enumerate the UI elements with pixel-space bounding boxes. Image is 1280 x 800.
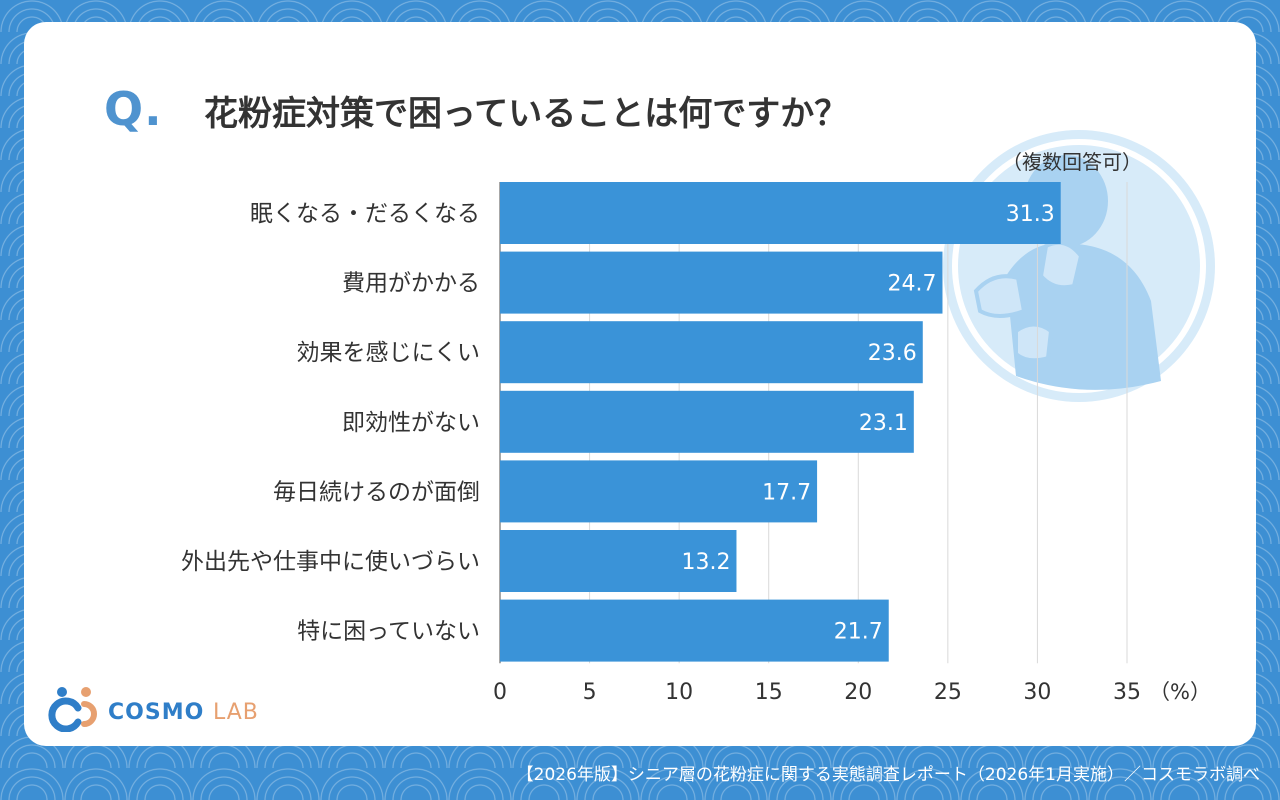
bar-value-label: 23.6 bbox=[868, 341, 917, 366]
bar-value-label: 21.7 bbox=[834, 620, 883, 645]
category-label: 眠くなる・だるくなる bbox=[250, 201, 480, 227]
bar-value-label: 24.7 bbox=[887, 272, 936, 297]
bar bbox=[500, 390, 914, 453]
category-label: 費用がかかる bbox=[342, 271, 480, 297]
x-tick-label: 15 bbox=[755, 680, 783, 705]
category-label: 即効性がない bbox=[342, 410, 480, 436]
x-tick-label: 25 bbox=[934, 680, 962, 705]
bar bbox=[500, 182, 1061, 244]
source-footer: 【2026年版】シニア層の花粉症に関する実態調査レポート（2026年1月実施）／… bbox=[516, 765, 1260, 785]
multiple-answer-note: （複数回答可） bbox=[1002, 150, 1142, 174]
bar-value-label: 17.7 bbox=[762, 480, 811, 505]
question-mark: Q. bbox=[104, 82, 163, 136]
x-unit-label: （%） bbox=[1149, 680, 1211, 704]
x-tick-label: 0 bbox=[493, 680, 507, 705]
logo-brand: COSMO bbox=[108, 700, 205, 725]
logo-wordmark: COSMO LAB bbox=[108, 700, 259, 725]
bar bbox=[500, 251, 943, 314]
x-tick-label: 20 bbox=[844, 680, 872, 705]
x-tick-label: 30 bbox=[1023, 680, 1051, 705]
category-label: 毎日続けるのが面倒 bbox=[273, 479, 480, 505]
bar bbox=[500, 321, 923, 384]
page-title: 花粉症対策で困っていることは何ですか？ bbox=[204, 94, 849, 134]
bar bbox=[500, 460, 818, 523]
category-label: 特に困っていない bbox=[297, 619, 480, 645]
x-tick-label: 10 bbox=[665, 680, 693, 705]
bar-value-label: 31.3 bbox=[1006, 202, 1055, 227]
bar bbox=[500, 599, 889, 662]
category-label: 効果を感じにくい bbox=[296, 340, 480, 366]
x-tick-label: 35 bbox=[1113, 680, 1141, 705]
bar-value-label: 13.2 bbox=[681, 550, 730, 575]
logo-suffix: LAB bbox=[212, 700, 259, 725]
cosmo-lab-logo bbox=[48, 687, 97, 732]
bar-value-label: 23.1 bbox=[859, 411, 908, 436]
category-label: 外出先や仕事中に使いづらい bbox=[181, 549, 480, 575]
bar bbox=[500, 530, 737, 592]
x-tick-label: 5 bbox=[583, 680, 597, 705]
